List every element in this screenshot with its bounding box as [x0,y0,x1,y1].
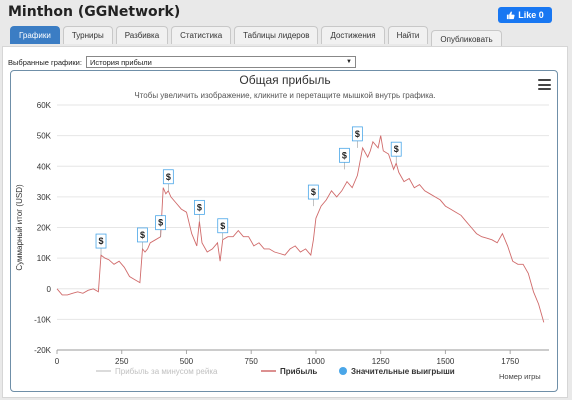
tab-achievements[interactable]: Достижения [321,26,385,44]
big-win-flag [217,218,229,234]
x-tick-label: 1250 [372,357,390,366]
big-win-flag [351,126,363,142]
legend-profit-label: Прибыль [280,367,317,376]
chart-subtitle: Чтобы увеличить изображение, кликните и … [134,91,436,100]
chevron-down-icon: ▼ [346,59,352,65]
legend-wins-symbol [339,367,347,375]
big-win-label: $ [140,230,145,240]
chart-selector-label: Выбранные графики: [8,57,82,67]
chart-selector-row: Выбранные графики: История прибыли ▼ [8,56,356,68]
y-tick-label: 50K [37,132,52,141]
x-tick-label: 0 [55,357,60,366]
facebook-like-button[interactable]: Like 0 [498,7,552,23]
big-win-flag [162,169,174,185]
big-win-flag [155,215,166,231]
y-tick-label: -10K [34,315,52,324]
tab-breakdown[interactable]: Разбивка [115,26,169,44]
y-axis-label: Суммарный итог (USD) [15,184,24,271]
x-tick-label: 750 [245,357,259,366]
thumbs-up-icon [507,10,515,19]
y-tick-label: 20K [37,224,52,233]
big-win-flag [339,147,350,163]
app-title: Minthon (GGNetwork) [8,4,181,20]
legend-net-label: Прибыль за минусом рейка [115,367,218,376]
y-tick-label: 40K [37,162,52,171]
big-win-flag [307,184,319,200]
profit-series-line [56,135,545,323]
x-tick-label: 250 [115,357,129,366]
tab-charts[interactable]: Графики [10,26,60,44]
y-tick-label: 10K [37,254,52,263]
x-tick-label: 1000 [307,357,325,366]
tab-statistics[interactable]: Статистика [171,26,232,44]
tab-bar: Графики Турниры Разбивка Статистика Табл… [10,26,502,48]
x-axis-label: Номер игры [499,372,541,381]
big-win-label: $ [311,187,316,197]
big-win-label: $ [355,129,360,139]
chart-selector-value: История прибыли [89,57,152,67]
x-tick-label: 1750 [501,357,519,366]
big-win-label: $ [342,150,347,160]
like-label: Like 0 [518,10,544,20]
big-win-label: $ [197,202,202,212]
chart-title: Общая прибыль [239,73,331,87]
tab-leaderboards[interactable]: Таблицы лидеров [234,26,319,44]
y-tick-label: 60K [37,101,52,110]
x-tick-label: 1500 [437,357,455,366]
tab-tournaments[interactable]: Турниры [62,26,113,44]
legend-wins-label: Значительные выигрыши [351,367,455,376]
tab-find[interactable]: Найти [387,26,429,44]
big-win-label: $ [166,172,171,182]
y-tick-label: -20K [34,346,52,355]
y-tick-label: 0 [47,285,52,294]
tab-publish[interactable]: Опубликовать [431,30,502,48]
big-win-flag [194,199,205,215]
big-win-label: $ [394,144,399,154]
chart-container[interactable]: Общая прибыль Чтобы увеличить изображени… [10,70,558,392]
y-tick-label: 30K [37,193,52,202]
big-win-label: $ [158,218,163,228]
x-tick-label: 500 [180,357,194,366]
big-win-flag [95,233,107,249]
hamburger-menu-icon[interactable] [538,79,551,90]
big-win-flag [137,227,148,243]
profit-chart[interactable]: -20K -10K 0 10K 20K 30K 40K 50K 60K 0 250 500 750 100… [11,71,559,393]
big-win-flag [390,141,402,157]
big-win-label: $ [99,236,104,246]
chart-selector-dropdown[interactable]: История прибыли ▼ [85,56,356,68]
big-win-label: $ [220,221,225,231]
